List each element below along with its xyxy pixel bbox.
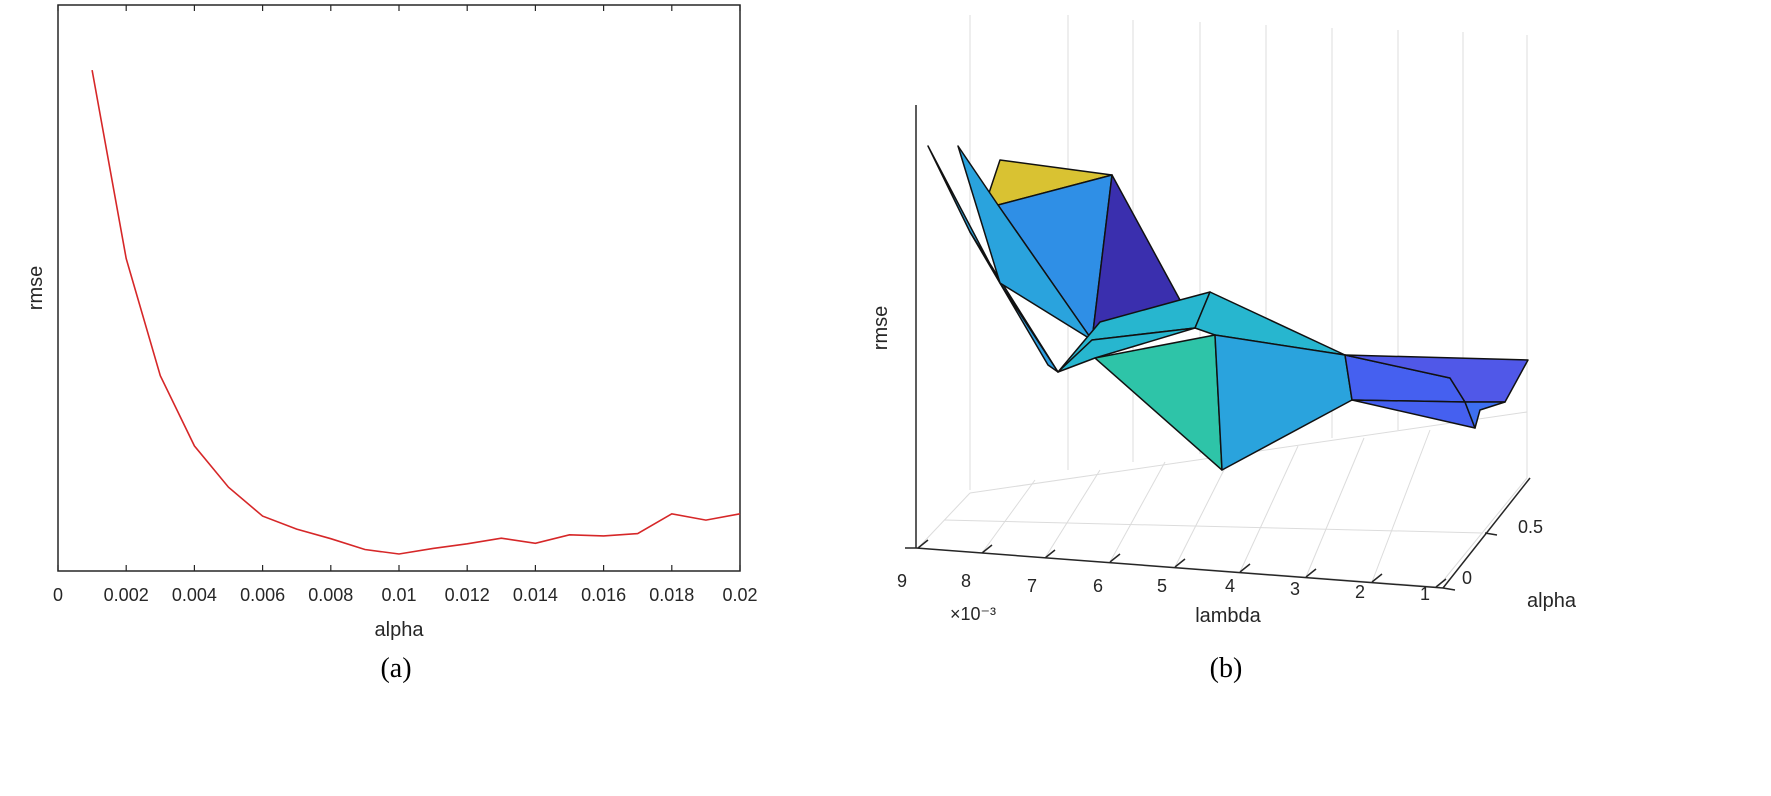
- tick-label: 4: [1225, 576, 1235, 596]
- panel-b-surface-chart: 9 8 7 6 5 4 3 2 1 ×10⁻³ lambda 0 0.5 alp…: [870, 15, 1577, 684]
- x-tick-label: 0.02: [722, 585, 757, 605]
- axes-lines: [905, 105, 1531, 591]
- x-tick-label: 0.016: [581, 585, 626, 605]
- lambda-multiplier: ×10⁻³: [950, 604, 996, 624]
- surface-facet: [1214, 334, 1353, 471]
- tick-label: 7: [1027, 576, 1037, 596]
- tick-label: 2: [1355, 582, 1365, 602]
- alpha-axis-label: alpha: [1527, 590, 1577, 612]
- surface-facets: [927, 145, 1529, 471]
- y-axis-label: rmse: [25, 266, 47, 310]
- x-tick-label: 0.01: [381, 585, 416, 605]
- lambda-axis-label: lambda: [1195, 605, 1261, 627]
- x-axis-label: alpha: [375, 619, 425, 641]
- panel-caption-b: (b): [1210, 653, 1243, 684]
- alpha-tick-label: 0.5: [1518, 517, 1543, 537]
- x-tick-label: 0.002: [104, 585, 149, 605]
- tick-label: 5: [1157, 576, 1167, 596]
- surface-facet: [1094, 334, 1223, 471]
- rmse-line-series: [91, 69, 741, 555]
- lambda-axis-line: [915, 547, 1444, 589]
- alpha-tick-label: 0: [1462, 568, 1472, 588]
- tick-label: 6: [1093, 576, 1103, 596]
- tick-label: 3: [1290, 579, 1300, 599]
- x-tick-marks: [57, 5, 741, 571]
- tick-label: 9: [897, 571, 907, 591]
- x-tick-labels: 0 0.002 0.004 0.006 0.008 0.01 0.012 0.014 0.016…: [53, 585, 758, 605]
- x-tick-label: 0.004: [172, 585, 217, 605]
- x-tick-label: 0.014: [513, 585, 558, 605]
- x-tick-label: 0: [53, 585, 63, 605]
- panel-caption-a: (a): [380, 653, 411, 684]
- x-tick-label: 0.018: [649, 585, 694, 605]
- panel-a-line-chart: 0 0.002 0.004 0.006 0.008 0.01 0.012 0.014 0.016…: [25, 4, 758, 684]
- x-tick-label: 0.008: [308, 585, 353, 605]
- surface-facet: [1464, 401, 1506, 429]
- tick-label: 8: [961, 571, 971, 591]
- x-tick-label: 0.006: [240, 585, 285, 605]
- rmse-axis-label: rmse: [870, 306, 892, 350]
- lambda-tick-labels: 9 8 7 6 5 4 3 2 1: [897, 571, 1430, 604]
- surface-facet: [1351, 399, 1476, 429]
- plot-area-frame: [57, 4, 741, 572]
- x-tick-label: 0.012: [445, 585, 490, 605]
- tick-label: 1: [1420, 584, 1430, 604]
